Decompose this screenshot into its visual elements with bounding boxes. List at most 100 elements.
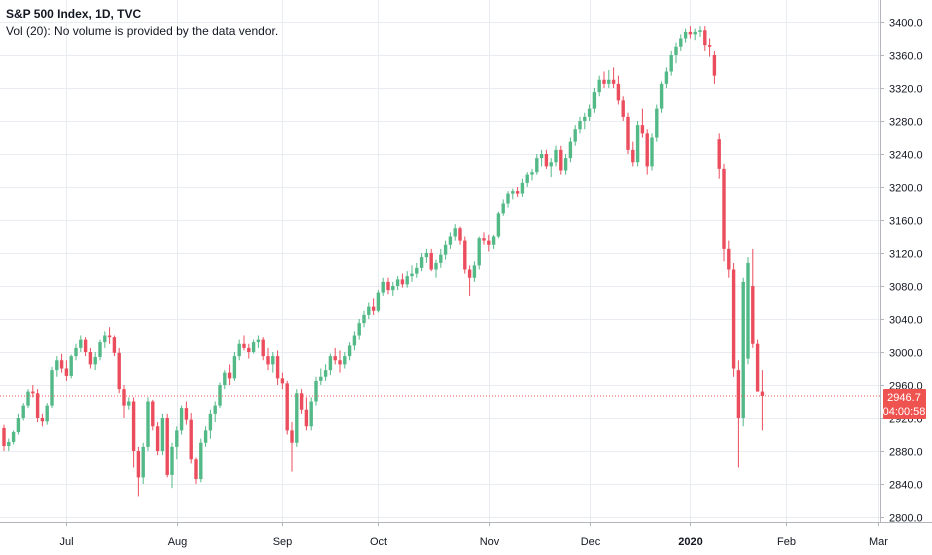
candle bbox=[213, 401, 217, 423]
candle bbox=[155, 422, 160, 456]
candle bbox=[247, 343, 251, 359]
candle bbox=[578, 116, 582, 134]
candle bbox=[472, 261, 477, 282]
candle bbox=[731, 262, 736, 377]
candle bbox=[2, 424, 6, 451]
candle bbox=[736, 360, 741, 468]
candle-body-up bbox=[7, 441, 11, 447]
candle bbox=[746, 257, 750, 365]
candle bbox=[506, 191, 510, 208]
candle-body-up bbox=[271, 356, 275, 365]
candle bbox=[491, 234, 496, 249]
candle bbox=[203, 426, 208, 447]
candle-body-up bbox=[530, 172, 534, 175]
candle bbox=[7, 438, 11, 451]
candle bbox=[74, 343, 78, 361]
candle-body-up bbox=[381, 281, 385, 293]
candle bbox=[659, 81, 664, 113]
y-tick-label: 3240.0 bbox=[889, 150, 923, 162]
candle-body-up bbox=[405, 276, 409, 285]
candle bbox=[261, 337, 265, 361]
candle bbox=[146, 397, 150, 451]
candle bbox=[323, 364, 328, 381]
candle-body-down bbox=[544, 154, 549, 167]
candle-body-up bbox=[328, 356, 333, 371]
candle bbox=[103, 331, 107, 348]
candle bbox=[587, 104, 592, 121]
y-tick-label: 2840.0 bbox=[889, 480, 923, 492]
candle bbox=[563, 154, 568, 175]
candle bbox=[386, 277, 390, 295]
candle-body-down bbox=[640, 125, 645, 134]
candle-body-down bbox=[136, 451, 141, 478]
candle-body-down bbox=[429, 253, 433, 270]
candle bbox=[170, 442, 174, 489]
candle bbox=[760, 370, 765, 431]
candle-body-up bbox=[251, 342, 256, 352]
candle-body-down bbox=[227, 372, 232, 379]
candle bbox=[683, 28, 688, 43]
legend: S&P 500 Index, 1D, TVC Vol (20): No volu… bbox=[6, 6, 278, 40]
candle-body-up bbox=[659, 83, 664, 109]
candle-body-down bbox=[304, 409, 309, 427]
y-tick-label: 3040.0 bbox=[889, 315, 923, 327]
candle bbox=[741, 277, 745, 427]
candle bbox=[655, 104, 659, 142]
candle bbox=[511, 188, 515, 200]
candle bbox=[299, 389, 304, 414]
candle bbox=[376, 290, 381, 313]
candle bbox=[107, 327, 112, 344]
candle-body-down bbox=[2, 427, 6, 447]
candle-body-up bbox=[683, 31, 688, 39]
candle-body-down bbox=[285, 383, 289, 431]
candle bbox=[347, 342, 352, 361]
candle bbox=[419, 253, 424, 272]
candle bbox=[626, 112, 630, 154]
candle bbox=[371, 298, 376, 315]
candle-body-down bbox=[31, 391, 35, 394]
candle-body-down bbox=[515, 191, 520, 194]
candle-body-down bbox=[751, 286, 755, 344]
candle bbox=[391, 281, 395, 296]
candle bbox=[227, 364, 232, 385]
candle-body-down bbox=[184, 408, 189, 420]
x-tick-label: Oct bbox=[370, 536, 387, 548]
candle-body-up bbox=[434, 262, 438, 270]
candle bbox=[266, 347, 270, 371]
candle-body-up bbox=[525, 174, 529, 183]
candle-body-up bbox=[11, 432, 16, 442]
candle bbox=[645, 129, 649, 175]
candle-body-up bbox=[309, 401, 313, 427]
candle-body-down bbox=[559, 149, 563, 171]
candle-body-down bbox=[131, 401, 136, 451]
candle-body-up bbox=[549, 162, 553, 167]
candle bbox=[184, 401, 189, 425]
candle-body-up bbox=[323, 370, 328, 377]
candle bbox=[21, 403, 25, 421]
candle bbox=[232, 352, 237, 381]
candle bbox=[275, 350, 280, 385]
candle-body-down bbox=[155, 426, 160, 451]
candle-body-down bbox=[299, 393, 304, 410]
volume-note: Vol (20): No volume is provided by the d… bbox=[6, 24, 279, 38]
x-tick-label: Sep bbox=[273, 536, 293, 548]
candle bbox=[405, 271, 409, 288]
candle-body-up bbox=[520, 182, 525, 194]
candle-body-down bbox=[242, 343, 246, 348]
y-tick-label: 3200.0 bbox=[889, 183, 923, 195]
y-tick-label: 2880.0 bbox=[889, 447, 923, 459]
candle-body-up bbox=[69, 356, 73, 376]
candle bbox=[597, 75, 601, 97]
candle bbox=[175, 426, 179, 460]
candle-body-up bbox=[199, 442, 203, 480]
x-tick-label: 2020 bbox=[678, 536, 702, 548]
candle bbox=[453, 224, 457, 241]
candle-body-down bbox=[736, 370, 741, 418]
candle-body-up bbox=[179, 408, 184, 431]
candle-body-down bbox=[463, 240, 467, 270]
candle-body-down bbox=[35, 393, 40, 418]
y-tick-label: 3320.0 bbox=[889, 84, 923, 96]
